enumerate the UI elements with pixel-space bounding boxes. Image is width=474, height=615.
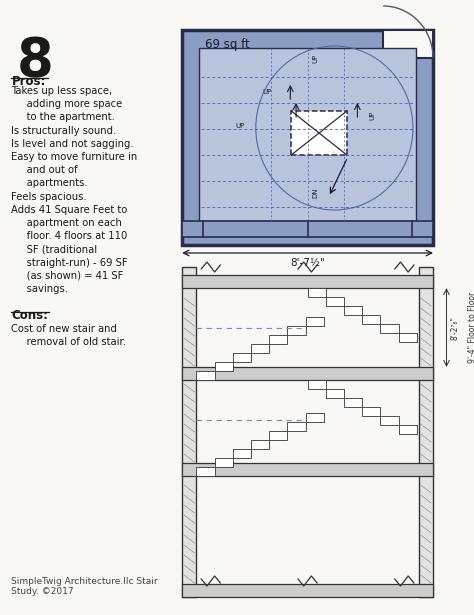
Bar <box>308 380 326 389</box>
Bar <box>251 440 269 449</box>
Bar <box>287 422 306 431</box>
Bar <box>233 449 251 458</box>
Bar <box>215 362 233 371</box>
Bar <box>182 463 433 476</box>
Bar <box>182 275 433 288</box>
Text: straight-run) - 69 SF: straight-run) - 69 SF <box>11 258 128 268</box>
Text: to the apartment.: to the apartment. <box>11 113 115 122</box>
Text: Is structurally sound.: Is structurally sound. <box>11 125 117 135</box>
Bar <box>215 458 233 467</box>
Text: UP: UP <box>370 110 376 120</box>
Text: savings.: savings. <box>11 284 69 294</box>
Bar <box>326 389 344 398</box>
Bar <box>269 335 287 344</box>
Text: SimpleTwig Architecture.llc Stair
Study. ©2017: SimpleTwig Architecture.llc Stair Study.… <box>11 577 158 597</box>
Bar <box>182 584 433 597</box>
Bar <box>399 425 417 434</box>
Text: (as shown) = 41 SF: (as shown) = 41 SF <box>11 271 124 281</box>
Bar <box>380 324 399 333</box>
Bar <box>182 367 433 380</box>
Text: Pros:: Pros: <box>11 75 46 88</box>
Text: Cons:: Cons: <box>11 309 48 322</box>
Bar <box>269 431 287 440</box>
Bar <box>251 344 269 353</box>
Text: Adds 41 Square Feet to: Adds 41 Square Feet to <box>11 205 128 215</box>
Bar <box>308 288 326 297</box>
Bar <box>380 416 399 425</box>
Bar <box>287 326 306 335</box>
Text: UP: UP <box>263 89 272 95</box>
Text: apartment on each: apartment on each <box>11 218 122 228</box>
Bar <box>196 371 215 380</box>
Text: UP: UP <box>236 123 245 129</box>
Text: 8'-7½": 8'-7½" <box>290 258 325 268</box>
Bar <box>196 467 215 476</box>
Bar <box>199 48 416 221</box>
Text: adding more space: adding more space <box>11 99 123 109</box>
Bar <box>182 267 196 597</box>
Bar <box>233 353 251 362</box>
Bar <box>182 30 433 245</box>
Bar <box>419 267 433 597</box>
Bar <box>362 407 380 416</box>
Bar <box>306 317 324 326</box>
Text: DN: DN <box>312 188 318 198</box>
Bar <box>182 221 433 237</box>
Text: Easy to move furniture in: Easy to move furniture in <box>11 152 138 162</box>
Bar <box>383 30 433 58</box>
Text: removal of old stair.: removal of old stair. <box>11 338 127 347</box>
Text: Is level and not sagging.: Is level and not sagging. <box>11 139 134 149</box>
Bar <box>399 333 417 342</box>
Text: UP: UP <box>312 54 318 63</box>
Bar <box>326 297 344 306</box>
Bar <box>344 398 362 407</box>
Text: 9'-4" Floor to Floor: 9'-4" Floor to Floor <box>467 292 474 363</box>
Bar <box>306 413 324 422</box>
Text: apartments.: apartments. <box>11 178 88 188</box>
Text: SF (traditional: SF (traditional <box>11 244 98 255</box>
Text: 8'-2⁷₈": 8'-2⁷₈" <box>450 315 459 339</box>
Text: 69 sq ft: 69 sq ft <box>205 38 250 51</box>
Text: floor. 4 floors at 110: floor. 4 floors at 110 <box>11 231 128 241</box>
Bar <box>362 315 380 324</box>
Text: Takes up less space,: Takes up less space, <box>11 86 113 96</box>
Bar <box>344 306 362 315</box>
Text: Feels spacious.: Feels spacious. <box>11 192 87 202</box>
Text: 8: 8 <box>17 35 54 87</box>
Bar <box>291 111 347 155</box>
Text: and out of: and out of <box>11 165 78 175</box>
Text: Cost of new stair and: Cost of new stair and <box>11 324 118 334</box>
